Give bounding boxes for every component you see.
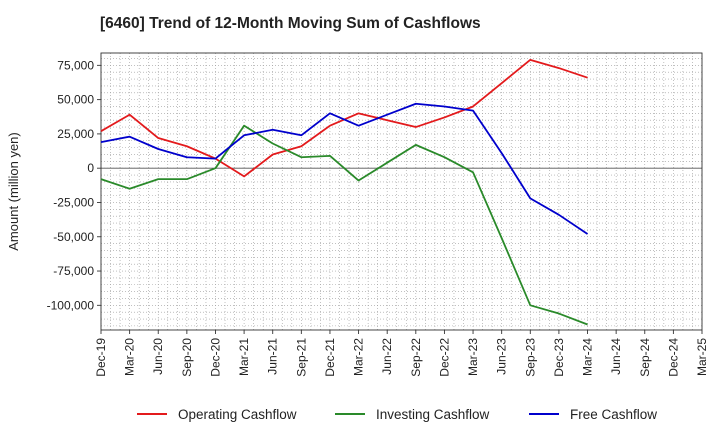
x-tick-label: Dec-24	[666, 338, 680, 377]
x-tick-label: Dec-23	[552, 338, 566, 377]
x-tick-label: Sep-21	[294, 338, 308, 377]
x-tick-label: Mar-21	[237, 338, 251, 376]
x-tick-label: Mar-22	[352, 338, 366, 376]
x-tick-label: Dec-20	[208, 338, 222, 377]
chart-title: [6460] Trend of 12-Month Moving Sum of C…	[100, 15, 481, 32]
legend-label: Operating Cashflow	[178, 407, 297, 422]
x-tick-label: Jun-20	[151, 338, 165, 375]
x-tick-label: Mar-20	[123, 338, 137, 376]
x-tick-label: Sep-22	[409, 338, 423, 377]
plot-frame	[100, 52, 703, 331]
x-tick-label: Dec-22	[437, 338, 451, 377]
y-tick-label: -75,000	[53, 264, 94, 278]
x-tick-label: Jun-23	[495, 338, 509, 375]
series-line-free-cashflow	[100, 102, 589, 235]
y-axis-title: Amount (million yen)	[6, 132, 21, 251]
x-tick-label: Jun-22	[380, 338, 394, 375]
x-tick-label: Jun-24	[609, 338, 623, 375]
x-tick-label: Sep-20	[180, 338, 194, 377]
legend-label: Free Cashflow	[570, 407, 657, 422]
x-tick-label: Mar-25	[695, 338, 709, 376]
y-tick-label: 50,000	[57, 93, 94, 107]
x-tick-label: Dec-21	[323, 338, 337, 377]
legend-label: Investing Cashflow	[376, 407, 490, 422]
y-tick-label: -25,000	[53, 195, 94, 209]
x-tick-label: Mar-23	[466, 338, 480, 376]
x-tick-label: Mar-24	[581, 338, 595, 376]
x-tick-label: Sep-23	[523, 338, 537, 377]
y-tick-label: 75,000	[57, 58, 94, 72]
y-tick-label: -100,000	[47, 298, 95, 312]
x-tick-label: Dec-19	[94, 338, 108, 377]
x-tick-label: Jun-21	[266, 338, 280, 375]
y-tick-label: -50,000	[53, 230, 94, 244]
y-tick-label: 25,000	[57, 127, 94, 141]
plot-area	[101, 53, 702, 330]
series-line-investing-cashflow	[100, 124, 588, 326]
x-tick-label: Sep-24	[638, 338, 652, 377]
y-tick-label: 0	[87, 161, 94, 175]
